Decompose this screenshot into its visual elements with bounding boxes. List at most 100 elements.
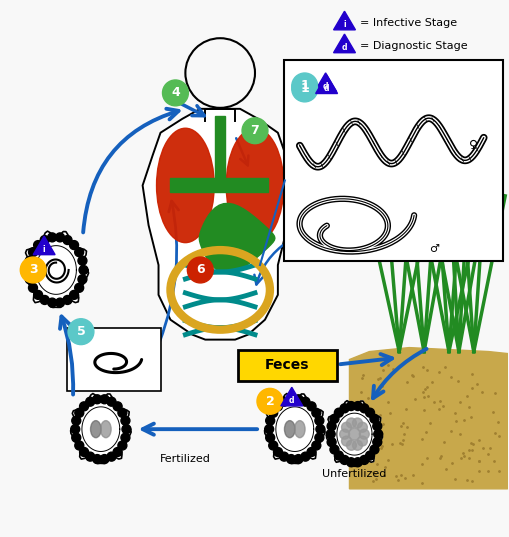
Polygon shape bbox=[350, 347, 507, 489]
Circle shape bbox=[347, 440, 356, 450]
Text: d: d bbox=[289, 396, 295, 405]
Circle shape bbox=[34, 291, 43, 299]
Circle shape bbox=[373, 438, 382, 447]
Circle shape bbox=[79, 447, 89, 456]
Circle shape bbox=[68, 319, 94, 345]
Circle shape bbox=[121, 433, 130, 442]
Circle shape bbox=[113, 402, 122, 411]
Text: 6: 6 bbox=[196, 264, 205, 277]
Circle shape bbox=[100, 395, 109, 404]
Circle shape bbox=[71, 425, 80, 434]
Circle shape bbox=[187, 257, 213, 283]
Circle shape bbox=[330, 445, 339, 454]
Circle shape bbox=[100, 455, 109, 463]
Circle shape bbox=[349, 428, 360, 440]
Ellipse shape bbox=[157, 128, 214, 243]
Circle shape bbox=[292, 76, 318, 102]
Circle shape bbox=[70, 291, 78, 299]
Circle shape bbox=[357, 436, 367, 446]
Text: 2: 2 bbox=[266, 395, 274, 408]
Circle shape bbox=[301, 452, 310, 461]
Circle shape bbox=[79, 265, 88, 274]
Circle shape bbox=[327, 438, 336, 447]
Circle shape bbox=[29, 248, 38, 257]
Circle shape bbox=[269, 408, 278, 417]
Text: i: i bbox=[343, 20, 346, 30]
Circle shape bbox=[86, 397, 95, 406]
Circle shape bbox=[121, 416, 130, 425]
Polygon shape bbox=[71, 394, 131, 463]
Circle shape bbox=[342, 436, 352, 446]
Text: 4: 4 bbox=[171, 86, 180, 99]
Polygon shape bbox=[33, 236, 55, 255]
Circle shape bbox=[75, 441, 84, 450]
Circle shape bbox=[312, 408, 321, 417]
Circle shape bbox=[312, 441, 321, 450]
Circle shape bbox=[292, 73, 318, 99]
Circle shape bbox=[334, 408, 344, 417]
Circle shape bbox=[326, 430, 335, 439]
Circle shape bbox=[360, 455, 369, 465]
Circle shape bbox=[86, 452, 95, 461]
Text: ♀: ♀ bbox=[469, 139, 478, 151]
Circle shape bbox=[118, 408, 127, 417]
Text: Fertilized: Fertilized bbox=[160, 454, 211, 464]
Polygon shape bbox=[24, 231, 89, 308]
FancyBboxPatch shape bbox=[284, 60, 503, 261]
Circle shape bbox=[342, 422, 352, 432]
Text: 7: 7 bbox=[250, 124, 260, 137]
Circle shape bbox=[118, 441, 127, 450]
Polygon shape bbox=[205, 109, 235, 121]
Circle shape bbox=[273, 402, 282, 411]
Polygon shape bbox=[215, 116, 225, 185]
Circle shape bbox=[25, 256, 34, 265]
Circle shape bbox=[48, 233, 56, 242]
Circle shape bbox=[55, 233, 65, 242]
Circle shape bbox=[25, 275, 34, 284]
Circle shape bbox=[34, 241, 43, 250]
Text: Feces: Feces bbox=[265, 359, 309, 373]
Circle shape bbox=[370, 415, 379, 423]
Circle shape bbox=[70, 241, 78, 250]
Circle shape bbox=[20, 257, 46, 283]
Circle shape bbox=[340, 429, 350, 439]
Text: d: d bbox=[324, 84, 329, 93]
Circle shape bbox=[334, 451, 344, 460]
Text: 5: 5 bbox=[76, 325, 86, 338]
Circle shape bbox=[353, 402, 362, 410]
Ellipse shape bbox=[226, 128, 284, 243]
Circle shape bbox=[265, 425, 274, 434]
Circle shape bbox=[287, 455, 296, 463]
Text: d: d bbox=[323, 82, 328, 91]
Circle shape bbox=[29, 284, 38, 292]
Circle shape bbox=[79, 402, 89, 411]
Circle shape bbox=[266, 416, 275, 425]
Text: i: i bbox=[43, 245, 45, 254]
Text: = Infective Stage: = Infective Stage bbox=[360, 18, 458, 28]
Ellipse shape bbox=[101, 420, 111, 438]
Polygon shape bbox=[143, 109, 292, 339]
Text: 1: 1 bbox=[300, 79, 309, 92]
Polygon shape bbox=[265, 394, 325, 463]
Text: = Diagnostic Stage: = Diagnostic Stage bbox=[360, 41, 468, 51]
Circle shape bbox=[340, 404, 349, 413]
Circle shape bbox=[107, 397, 116, 406]
Circle shape bbox=[55, 298, 65, 307]
Text: d: d bbox=[342, 43, 347, 52]
Polygon shape bbox=[281, 387, 303, 406]
Circle shape bbox=[301, 397, 310, 406]
Text: 1: 1 bbox=[300, 83, 309, 96]
Text: ♂: ♂ bbox=[429, 244, 439, 254]
Ellipse shape bbox=[91, 420, 101, 438]
Circle shape bbox=[315, 416, 324, 425]
Circle shape bbox=[315, 433, 324, 442]
Circle shape bbox=[307, 402, 316, 411]
Circle shape bbox=[365, 408, 375, 417]
Circle shape bbox=[107, 452, 116, 461]
Circle shape bbox=[307, 447, 316, 456]
Polygon shape bbox=[326, 401, 383, 467]
Circle shape bbox=[242, 118, 268, 144]
Circle shape bbox=[357, 422, 367, 432]
Circle shape bbox=[93, 455, 102, 463]
Circle shape bbox=[347, 402, 356, 410]
